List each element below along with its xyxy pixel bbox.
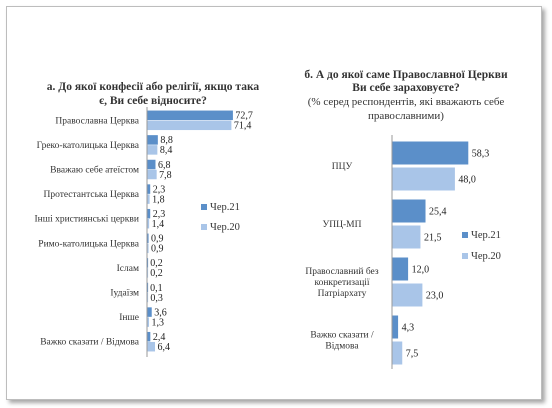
right-chart-title-line2: Ви себе зараховуєте? bbox=[352, 82, 460, 94]
left-data-label: 6,4 bbox=[158, 342, 171, 353]
left-category-label: Римо-католицька Церква bbox=[38, 239, 139, 249]
right-bar-cher21 bbox=[392, 257, 409, 281]
left-bar-cher21 bbox=[147, 208, 151, 219]
left-bar-cher21 bbox=[147, 184, 151, 194]
left-bar-cher20 bbox=[147, 218, 150, 229]
right-data-label: 25,4 bbox=[429, 207, 447, 218]
left-chart-title-line2: є, Ви себе відносите? bbox=[99, 95, 207, 107]
left-legend-swatch bbox=[201, 224, 207, 230]
right-legend-swatch bbox=[462, 253, 468, 259]
left-legend-label: Чер.20 bbox=[210, 222, 240, 233]
right-legend-label: Чер.21 bbox=[471, 230, 501, 241]
left-category-label: Православна Церква bbox=[55, 116, 139, 126]
left-data-label: 6,8 bbox=[158, 160, 171, 171]
left-data-label: 1,4 bbox=[152, 219, 165, 230]
right-bar-cher21 bbox=[392, 141, 469, 165]
right-category-label: УПЦ-МП bbox=[323, 220, 362, 230]
right-data-label: 48,0 bbox=[458, 175, 476, 186]
left-category-label: Протестантська Церква bbox=[43, 190, 139, 200]
left-category-label: Вважаю себе атеїстом bbox=[50, 165, 139, 176]
left-data-label: 7,8 bbox=[159, 170, 172, 181]
left-data-label: 0,9 bbox=[151, 244, 164, 255]
left-bar-cher20 bbox=[147, 169, 157, 180]
left-category-label: Іудаїзм bbox=[110, 289, 139, 299]
left-bar-cher20 bbox=[147, 268, 149, 278]
right-category-label: Православний без конкретизації Патріархату bbox=[305, 266, 379, 299]
left-chart: Православна Церква 72,771,4 Греко-католиць… bbox=[35, 107, 253, 357]
right-legend-label: Чер.20 bbox=[471, 251, 501, 262]
left-bar-cher20 bbox=[147, 341, 156, 352]
left-data-label: 8,8 bbox=[160, 135, 173, 146]
left-bar-cher20 bbox=[147, 292, 149, 303]
right-chart-title-line1: б. А до якої саме Православної Церкви bbox=[304, 69, 508, 81]
right-bar-cher20 bbox=[392, 341, 403, 365]
left-data-label: 3,6 bbox=[154, 307, 167, 318]
right-category-label: ПЦУ bbox=[332, 162, 353, 172]
left-bar-cher20 bbox=[147, 243, 149, 254]
chart-frame bbox=[6, 6, 542, 400]
left-bar-cher20 bbox=[147, 317, 150, 327]
right-category-label: Важко сказати / Відмова bbox=[310, 331, 374, 352]
right-data-label: 23,0 bbox=[426, 291, 444, 302]
right-chart-subtitle-line1: (% серед респондентів, які вважають себе bbox=[308, 96, 505, 108]
left-data-label: 71,4 bbox=[234, 121, 252, 132]
left-legend-swatch bbox=[201, 204, 207, 210]
left-data-label: 0,2 bbox=[150, 268, 163, 279]
left-bar-cher21 bbox=[147, 233, 149, 244]
left-data-label: 2,4 bbox=[153, 332, 166, 343]
left-bar-cher20 bbox=[147, 145, 158, 155]
left-category-label: Греко-католицька Церква bbox=[37, 141, 140, 151]
right-chart: ПЦУ 58,3 48,0 УПЦ-МП 25,4 21,5 Православний бе… bbox=[305, 135, 501, 369]
right-bar-cher21 bbox=[392, 199, 426, 223]
left-data-label: 0,1 bbox=[150, 283, 163, 294]
left-data-label: 0,9 bbox=[151, 234, 164, 245]
right-legend-swatch bbox=[462, 232, 468, 238]
right-bar-cher21 bbox=[392, 315, 399, 339]
right-bar-cher20 bbox=[392, 167, 455, 191]
left-category-label: Інше bbox=[119, 313, 139, 323]
left-data-label: 1,8 bbox=[152, 194, 165, 205]
left-data-label: 0,3 bbox=[150, 293, 163, 304]
left-data-label: 2,3 bbox=[153, 209, 166, 220]
left-bar-cher21 bbox=[147, 135, 158, 145]
left-bar-cher21 bbox=[147, 110, 233, 121]
left-category-label: Іслам bbox=[117, 264, 139, 274]
left-data-label: 8,4 bbox=[160, 145, 173, 156]
right-data-label: 12,0 bbox=[412, 265, 430, 276]
left-data-label: 0,2 bbox=[150, 258, 163, 269]
right-chart-subtitle-line2: православними) bbox=[368, 110, 444, 122]
left-bar-cher20 bbox=[147, 194, 150, 204]
right-bar-cher20 bbox=[392, 283, 423, 307]
right-data-label: 21,5 bbox=[424, 233, 442, 244]
left-legend-label: Чер.21 bbox=[210, 202, 240, 213]
right-data-label: 7,5 bbox=[406, 349, 419, 360]
left-data-label: 2,3 bbox=[153, 184, 166, 195]
left-data-label: 1,3 bbox=[152, 317, 165, 328]
right-data-label: 58,3 bbox=[472, 149, 490, 160]
left-bar-cher21 bbox=[147, 258, 149, 268]
right-data-label: 4,3 bbox=[402, 323, 415, 334]
left-data-label: 72,7 bbox=[235, 111, 253, 122]
left-bar-cher21 bbox=[147, 331, 151, 342]
left-category-label: Важко сказати / Відмова bbox=[40, 338, 140, 348]
left-category-label: Інші християнські церкви bbox=[35, 215, 139, 225]
left-chart-title-line1: а. До якої конфесії або релігії, якщо та… bbox=[47, 81, 260, 93]
left-bar-cher21 bbox=[147, 282, 149, 293]
right-bar-cher20 bbox=[392, 225, 421, 249]
left-bar-cher20 bbox=[147, 120, 232, 131]
left-bar-cher21 bbox=[147, 159, 156, 170]
left-bar-cher21 bbox=[147, 307, 152, 317]
